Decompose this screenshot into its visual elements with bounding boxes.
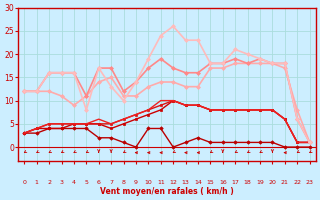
X-axis label: Vent moyen/en rafales ( km/h ): Vent moyen/en rafales ( km/h ): [100, 187, 234, 196]
